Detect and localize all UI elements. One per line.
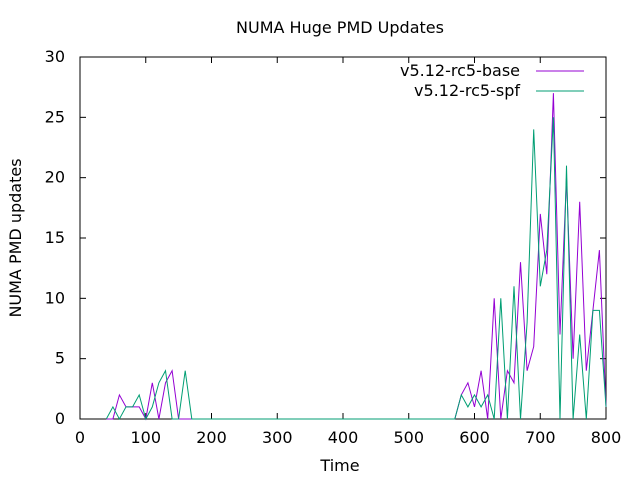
x-tick-label: 700 <box>525 428 556 447</box>
x-axis: 0 100 200 300 400 500 600 700 800 <box>75 57 621 447</box>
x-tick-label: 500 <box>393 428 424 447</box>
y-tick-label: 30 <box>45 47 65 66</box>
x-tick-label: 800 <box>591 428 622 447</box>
series-layer <box>105 93 607 421</box>
series-line-0 <box>106 93 607 421</box>
y-tick-label: 0 <box>55 409 65 428</box>
y-axis-label: NUMA PMD updates <box>6 158 25 317</box>
x-tick-label: 200 <box>196 428 227 447</box>
y-tick-label: 20 <box>45 168 65 187</box>
x-tick-label: 300 <box>262 428 293 447</box>
x-tick-label: 100 <box>130 428 161 447</box>
legend-label: v5.12-rc5-base <box>400 61 520 80</box>
y-axis: 0 5 10 15 20 25 30 <box>45 47 606 428</box>
y-tick-label: 10 <box>45 288 65 307</box>
y-tick-label: 15 <box>45 228 65 247</box>
x-tick-label: 600 <box>459 428 490 447</box>
x-tick-label: 0 <box>75 428 85 447</box>
chart-title: NUMA Huge PMD Updates <box>236 18 444 37</box>
series-line-1 <box>105 117 607 421</box>
y-tick-label: 5 <box>55 349 65 368</box>
y-tick-label: 25 <box>45 107 65 126</box>
x-axis-label: Time <box>319 456 359 475</box>
x-tick-label: 400 <box>328 428 359 447</box>
legend-label: v5.12-rc5-spf <box>414 81 520 100</box>
